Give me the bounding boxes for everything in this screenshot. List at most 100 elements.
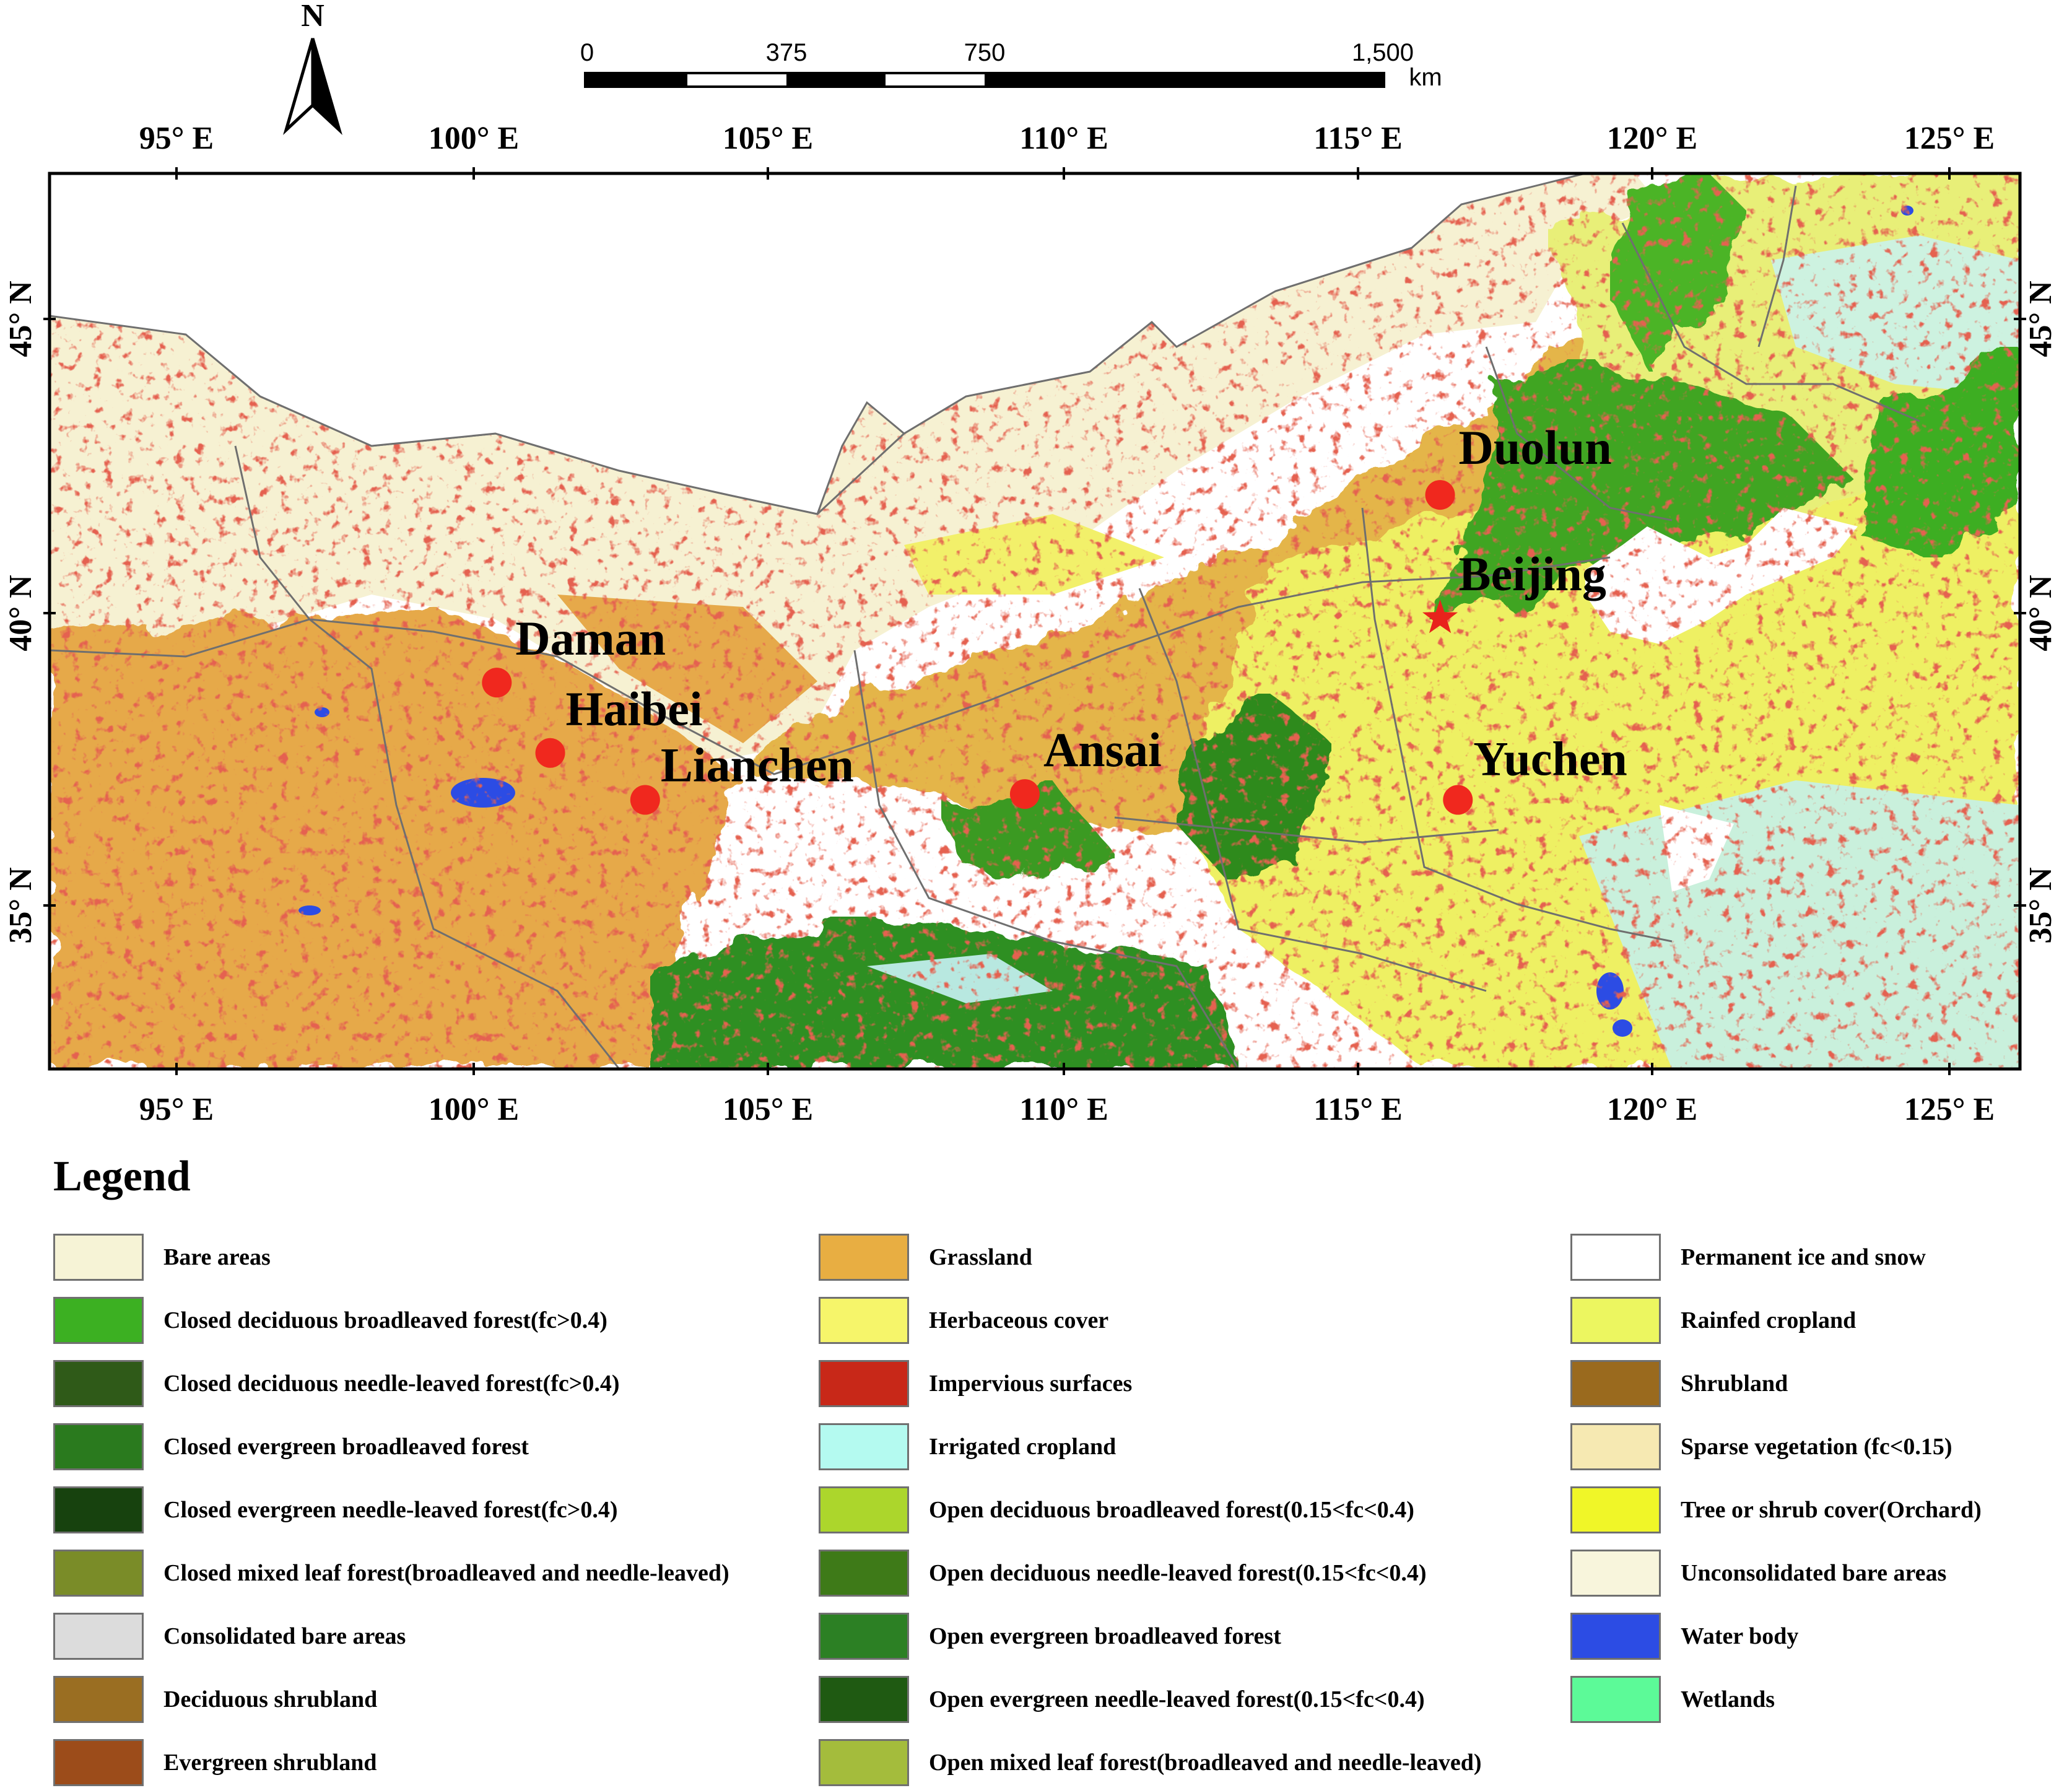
legend-item: Deciduous shrubland [53, 1675, 377, 1724]
legend-item: Wetlands [1570, 1675, 1775, 1724]
legend-item: Herbaceous cover [819, 1296, 1108, 1345]
site-label: Duolun [1459, 421, 1612, 474]
lon-label: 120° E [1607, 121, 1697, 156]
lon-label: 110° E [1019, 121, 1108, 156]
legend-swatch [819, 1297, 909, 1344]
legend-label: Closed deciduous broadleaved forest(fc>0… [163, 1307, 607, 1333]
legend-label: Open mixed leaf forest(broadleaved and n… [929, 1750, 1482, 1776]
legend-swatch [1570, 1550, 1661, 1597]
legend-swatch [819, 1676, 909, 1723]
legend-label: Shrubland [1681, 1371, 1788, 1397]
legend-item: Impervious surfaces [819, 1359, 1132, 1408]
lat-label: 35° N [3, 867, 38, 943]
legend-item: Open deciduous broadleaved forest(0.15<f… [819, 1485, 1414, 1535]
legend-swatch [819, 1360, 909, 1407]
site-label: Haibei [566, 682, 703, 736]
lon-label: 105° E [723, 121, 813, 156]
lon-label: 115° E [1313, 121, 1403, 156]
site-dot-icon [1425, 480, 1455, 510]
legend-item: Open evergreen needle-leaved forest(0.15… [819, 1675, 1425, 1724]
legend-item: Shrubland [1570, 1359, 1788, 1408]
legend-item: Tree or shrub cover(Orchard) [1570, 1485, 1982, 1535]
legend-item: Unconsolidated bare areas [1570, 1548, 1946, 1598]
legend-swatch [53, 1297, 144, 1344]
site-star-icon [1422, 600, 1458, 634]
site-label: Lianchen [661, 738, 854, 792]
legend-label: Evergreen shrubland [163, 1750, 377, 1776]
graticule-ticks [43, 167, 2026, 1075]
legend-swatch [1570, 1234, 1661, 1281]
scale-tick-2: 750 [964, 39, 1006, 66]
legend-swatch [819, 1423, 909, 1470]
legend-swatch [819, 1613, 909, 1660]
legend-label: Unconsolidated bare areas [1681, 1560, 1947, 1586]
legend-label: Water body [1681, 1623, 1799, 1649]
legend-label: Impervious surfaces [929, 1371, 1133, 1397]
legend-item: Closed deciduous needle-leaved forest(fc… [53, 1359, 620, 1408]
lat-label: 45° N [3, 281, 38, 357]
site-lianchen: Lianchen [630, 738, 854, 815]
lon-label: 110° E [1019, 1092, 1108, 1127]
legend-swatch [1570, 1360, 1661, 1407]
site-duolun: Duolun [1425, 421, 1612, 510]
legend-label: Tree or shrub cover(Orchard) [1681, 1497, 1982, 1523]
scale-bar: 0 375 750 1,500 km [580, 39, 1442, 91]
scale-unit: km [1409, 64, 1442, 91]
map-frame [48, 172, 2022, 1071]
legend-label: Grassland [929, 1244, 1032, 1270]
site-haibei: Haibei [535, 682, 703, 768]
scale-bar-segment [786, 73, 886, 87]
land-cover-map [50, 173, 2020, 1069]
scale-bar-segment [985, 73, 1384, 87]
north-arrow: N [283, 0, 342, 135]
site-daman: Daman [482, 611, 666, 698]
lat-label: 40° N [2023, 575, 2058, 651]
lon-label: 100° E [429, 121, 519, 156]
legend-swatch [1570, 1613, 1661, 1660]
lat-label: 40° N [3, 575, 38, 651]
site-dot-icon [535, 738, 565, 768]
north-arrow-right-half [311, 38, 342, 135]
legend-label: Closed evergreen needle-leaved forest(fc… [163, 1497, 618, 1523]
legend-title: Legend [53, 1153, 191, 1200]
legend-label: Rainfed cropland [1681, 1307, 1857, 1333]
legend-item: Closed deciduous broadleaved forest(fc>0… [53, 1296, 607, 1345]
legend-swatch [819, 1234, 909, 1281]
site-label: Yuchen [1473, 732, 1627, 786]
legend-swatch [53, 1613, 144, 1660]
lon-label: 105° E [723, 1092, 813, 1127]
lat-label: 35° N [2023, 867, 2058, 943]
legend-item: Open evergreen broadleaved forest [819, 1611, 1281, 1661]
longitude-labels-top: 95° E 100° E 105° E 110° E 115° E 120° E… [139, 121, 1995, 156]
lon-label: 95° E [139, 121, 214, 156]
legend-swatch [53, 1423, 144, 1470]
lon-label: 115° E [1313, 1092, 1403, 1127]
legend-label: Wetlands [1681, 1686, 1775, 1712]
north-arrow-left-half [283, 38, 315, 135]
legend-swatch [53, 1550, 144, 1597]
legend-swatch [53, 1739, 144, 1786]
lon-label: 100° E [429, 1092, 519, 1127]
site-yuchen: Yuchen [1443, 732, 1627, 815]
latitude-labels-right: 45° N 40° N 35° N [2023, 281, 2058, 943]
legend-item: Permanent ice and snow [1570, 1232, 1926, 1282]
site-dot-icon [630, 785, 660, 815]
lon-label: 95° E [139, 1092, 214, 1127]
legend-item: Open mixed leaf forest(broadleaved and n… [819, 1738, 1482, 1787]
legend-item: Closed mixed leaf forest(broadleaved and… [53, 1548, 729, 1598]
legend-item: Bare areas [53, 1232, 271, 1282]
lon-label: 125° E [1904, 1092, 1995, 1127]
legend-swatch [53, 1360, 144, 1407]
legend-swatch [53, 1676, 144, 1723]
legend-label: Irrigated cropland [929, 1434, 1117, 1460]
legend-label: Open deciduous broadleaved forest(0.15<f… [929, 1497, 1414, 1523]
lon-label: 125° E [1904, 121, 1995, 156]
legend-swatch [1570, 1423, 1661, 1470]
site-dot-icon [1443, 785, 1473, 815]
legend: Bare areas Closed deciduous broadleaved f… [53, 1232, 2060, 1786]
legend-swatch [819, 1486, 909, 1533]
legend-label: Open evergreen needle-leaved forest(0.15… [929, 1686, 1425, 1712]
lat-label: 45° N [2023, 281, 2058, 357]
